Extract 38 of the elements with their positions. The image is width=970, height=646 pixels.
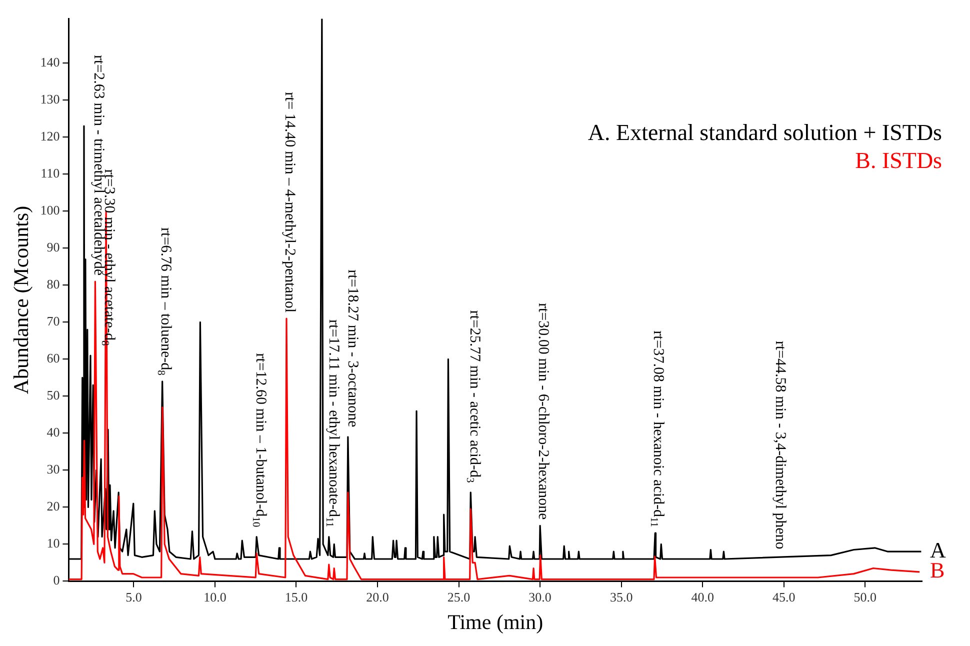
y-tick-label: 120 — [40, 128, 60, 144]
y-tick-label: 40 — [46, 424, 60, 440]
x-tick-label: 20.0 — [366, 589, 389, 604]
x-tick-label: 45.0 — [772, 589, 796, 604]
y-tick-label: 90 — [46, 240, 60, 255]
annotation: rt=30.00 min - 6-chloro-2-hexanone — [535, 302, 552, 520]
annotation: rt=17.11 min - ethyl hexanoate-d11 — [323, 320, 342, 528]
x-tick-label: 15.0 — [284, 589, 308, 604]
y-tick-label: 20 — [46, 498, 60, 514]
x-tick-label: 50.0 — [854, 589, 876, 604]
text: B. ISTDs — [855, 148, 942, 173]
annotation: rt=18.27 min - 3-octanone — [344, 270, 360, 428]
x-tick-label: 40.0 — [691, 589, 714, 604]
y-tick-label: 30 — [46, 462, 60, 477]
annotation: rt=6.76 min – toluene-d8 — [155, 228, 174, 376]
y-tick-label: 110 — [40, 166, 60, 181]
text: A. External standard solution + ISTDs — [588, 120, 942, 145]
y-tick-label: 70 — [46, 314, 60, 329]
y-tick-label: 60 — [46, 350, 60, 366]
y-tick-label: 50 — [46, 388, 60, 403]
x-tick-label: 35.0 — [610, 589, 633, 604]
x-tick-label: 25.0 — [447, 589, 470, 604]
annotation: rt=44.58 min - 3,4-dimethyl pheno — [772, 340, 788, 550]
y-tick-label: 10 — [46, 536, 60, 551]
y-axis-title: Abundance (Mcounts) — [9, 206, 34, 394]
annotation: rt=25.77 min - acetic acid-d3 — [464, 310, 482, 483]
y-tick-label: 0 — [53, 572, 60, 588]
y-tick-label: 140 — [40, 54, 60, 70]
x-tick-label: 10.0 — [204, 589, 226, 604]
x-axis-title: Time (min) — [448, 610, 544, 634]
annotation: rt= 14.40 min – 4-methyl-2-pentanol — [282, 92, 298, 313]
annotation: rt=12.60 min – 1-butanol-d10 — [250, 353, 268, 528]
y-tick-label: 130 — [40, 92, 60, 107]
y-tick-label: 80 — [46, 276, 60, 292]
y-tick-label: 100 — [40, 202, 60, 218]
x-tick-label: 30.0 — [528, 589, 552, 604]
annotation: rt=37.08 min - hexanoic acid-d11 — [648, 330, 666, 528]
x-tick-label: 5.0 — [126, 589, 142, 604]
